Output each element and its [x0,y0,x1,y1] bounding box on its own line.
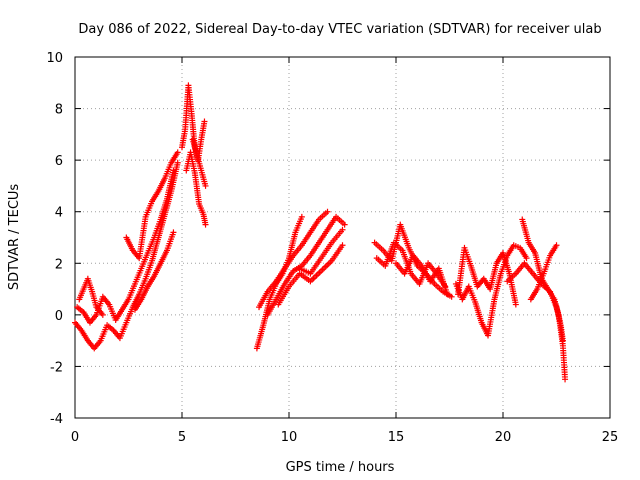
y-tick-label: 8 [55,103,63,118]
x-tick-label: 25 [602,430,619,445]
data-point [553,242,560,249]
y-tick-label: -2 [50,360,63,375]
y-axis-label: SDTVAR / TECUs [7,184,22,291]
data-point [324,208,331,215]
data-points [72,82,569,383]
plot-frame [74,56,611,419]
data-point [523,255,530,262]
y-tick-label: 10 [46,51,63,66]
y-tick-label: 0 [55,309,63,324]
data-series-arc-12 [275,242,346,308]
data-series-arc-5 [131,229,177,313]
data-series-arc-18 [455,244,519,308]
data-series-arc-8 [189,136,209,189]
x-tick-label: 15 [388,430,405,445]
data-series-arc-9 [253,213,305,352]
data-point [444,291,451,298]
data-point [298,213,305,220]
x-tick-label: 5 [178,430,186,445]
data-point [341,221,348,228]
x-tick-label: 10 [281,430,298,445]
y-tick-labels: -4 -2 0 2 4 6 8 10 [46,51,63,427]
data-series-arc-7 [183,149,209,228]
data-point [562,376,569,383]
y-tick-label: 6 [55,154,63,169]
data-point [99,311,106,318]
data-point [201,118,208,125]
data-series-arc-10 [256,208,331,311]
data-point [170,229,177,236]
data-series-arc-13 [296,226,346,277]
data-point [174,149,181,156]
data-point [448,293,455,300]
data-series-arc-15 [373,239,449,290]
data-series-arc-16 [393,252,451,298]
data-point [339,242,346,249]
data-series-arc-3 [76,275,106,318]
data-point [170,167,177,174]
data-series-arc-21 [527,242,560,303]
data-series-arc-4 [123,149,181,262]
y-tick-label: -4 [50,412,63,427]
x-tick-label: 0 [71,430,79,445]
data-series-arc-11 [264,213,348,318]
x-tick-label: 20 [495,430,512,445]
data-point [202,182,209,189]
data-point [512,301,519,308]
y-tick-label: 2 [55,257,63,272]
data-series-arc-20 [519,216,569,383]
data-series-arc-14 [371,221,455,300]
x-tick-labels: 0 5 10 15 20 25 [71,430,618,445]
y-tick-label: 4 [55,206,63,221]
data-point [202,221,209,228]
data-point [174,159,181,166]
x-axis-label: GPS time / hours [286,460,395,475]
chart-title: Day 086 of 2022, Sidereal Day-to-day VTE… [78,22,601,37]
data-series-arc-2 [74,167,177,326]
data-point [339,226,346,233]
